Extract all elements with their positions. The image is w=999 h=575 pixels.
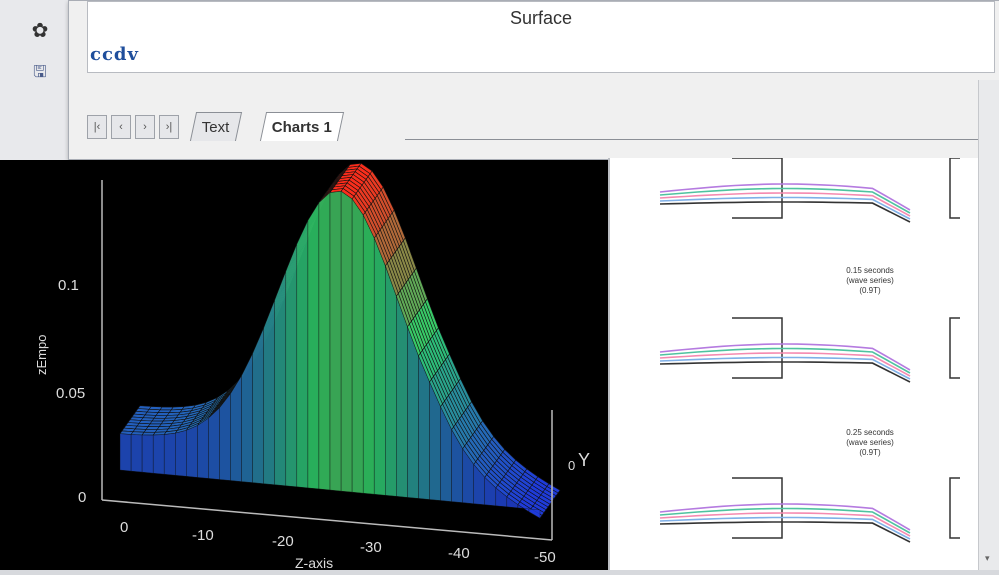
y-tick-0.05: 0.05 (56, 385, 85, 402)
x-tick-0: 0 (120, 519, 128, 536)
tab-charts-1-label: Charts 1 (271, 118, 332, 136)
thumbnail-label-2-line-1: (wave series) (846, 438, 894, 447)
thumbnail-series-line (659, 343, 911, 371)
save-glyph: 🖫 (33, 63, 47, 81)
thumbnail-series-line (659, 183, 911, 211)
tab-charts-1[interactable]: Charts 1 (259, 112, 345, 141)
chart-title-area: Surface ccdv (87, 1, 995, 73)
surface-front-cell (197, 417, 209, 479)
surface-front-cell (318, 192, 331, 491)
surface-front-cell (340, 190, 353, 493)
thumbnail-series-line (659, 512, 911, 537)
chart-window: Surface ccdv |‹ ‹ › ›| Text Charts 1 (68, 0, 999, 160)
depth-axis-label: Y (578, 450, 590, 470)
surface-front-cell (175, 430, 187, 477)
thumbnail-label-2: 0.25 seconds (wave series) (0.9T) (810, 428, 930, 458)
thumbnail-axis-bracket-right (949, 477, 960, 539)
surface-front-cell (186, 425, 198, 478)
surface-front-cell (141, 434, 154, 474)
plot-axes (101, 180, 553, 541)
surface-front-cell (407, 326, 419, 499)
first-tab-button[interactable]: |‹ (87, 115, 107, 139)
thumbnail-canvas (659, 157, 960, 543)
surface-front-cell (351, 198, 364, 494)
scroll-down-arrow-icon[interactable]: ▾ (985, 553, 990, 563)
surface-plot-canvas[interactable]: 0.1 0.05 0 0 -10 -20 -30 -40 -50 Z-axis … (0, 0, 608, 570)
surface-front-cell (230, 374, 242, 482)
surface-front-cell (528, 508, 541, 519)
tab-text[interactable]: Text (189, 112, 242, 141)
surface-front-cell (130, 434, 143, 473)
thumbnail-axis-bracket-right (949, 317, 960, 379)
surface-front-cell (285, 244, 297, 488)
thumbnail-series-line (659, 507, 911, 534)
x-axis-label: Z-axis (295, 555, 333, 570)
x-tick--30: -30 (360, 539, 382, 556)
thumbnail-axis-bracket-right (949, 157, 960, 219)
surface-front-cell (296, 220, 309, 489)
y-axis-label: zEmpo (34, 335, 49, 375)
thumbnail-pane[interactable]: 0.15 seconds (wave series) (0.9T) 0.25 s… (608, 157, 980, 570)
next-tab-button[interactable]: › (135, 115, 155, 139)
thumbnail-chart-1[interactable] (659, 317, 960, 383)
tab-baseline (405, 139, 993, 140)
surface-front-cell (274, 271, 286, 487)
gear-icon[interactable]: ✿ (24, 14, 56, 46)
thumbnail-series-line (659, 356, 911, 380)
x-tick--20: -20 (272, 533, 294, 550)
tab-bar: |‹ ‹ › ›| Text Charts 1 (87, 107, 993, 145)
surface-front-cell (374, 238, 386, 496)
surface-front-cell (219, 393, 231, 481)
thumbnail-label-2-line-2: (0.9T) (859, 448, 881, 457)
surface-front-cell (385, 265, 397, 497)
x-tick--10: -10 (192, 527, 214, 544)
brand-logo: ccdv (90, 44, 139, 65)
save-icon[interactable]: 🖫 (24, 58, 56, 90)
left-toolbar: ✿ 🖫 (0, 0, 71, 160)
surface-front-cell (329, 191, 342, 492)
surface-front-cell (252, 327, 264, 484)
thumbnail-label-2-line-0: 0.25 seconds (846, 428, 894, 437)
thumbnail-series-line (659, 201, 911, 223)
thumbnail-label-1: 0.15 seconds (wave series) (0.9T) (810, 266, 930, 296)
thumbnail-chart-0[interactable] (659, 157, 960, 223)
thumbnail-series-line (659, 187, 911, 214)
thumbnail-series-line (659, 192, 911, 217)
y-tick-0.1: 0.1 (58, 277, 79, 294)
thumbnail-series-line (659, 196, 911, 220)
thumbnail-series-line (659, 503, 911, 531)
thumbnail-series-line (659, 347, 911, 374)
thumbnail-label-1-line-2: (0.9T) (859, 286, 881, 295)
surface-front-cell (263, 300, 275, 485)
thumbnail-label-1-line-0: 0.15 seconds (846, 266, 894, 275)
surface-mesh (119, 162, 561, 519)
thumbnail-series-line (659, 516, 911, 540)
gear-glyph: ✿ (31, 19, 49, 42)
surface-front-cell (152, 434, 165, 475)
thumbnail-series-line (659, 352, 911, 377)
thumbnail-label-1-line-1: (wave series) (846, 276, 894, 285)
surface-front-cell (241, 353, 253, 483)
surface-front-cell (363, 215, 375, 495)
x-tick--50: -50 (534, 549, 556, 566)
depth-tick-0: 0 (568, 458, 575, 473)
surface-front-cell (396, 296, 408, 498)
thumbnail-series-line (659, 521, 911, 543)
thumbnail-chart-2[interactable] (659, 477, 960, 543)
vertical-scrollbar[interactable]: ▾ (978, 80, 999, 570)
surface-front-cell (119, 433, 132, 472)
surface-front-cell (208, 407, 220, 480)
x-tick--40: -40 (448, 545, 470, 562)
chart-title: Surface (509, 8, 573, 28)
prev-tab-button[interactable]: ‹ (111, 115, 131, 139)
y-tick-0: 0 (78, 489, 86, 506)
thumbnail-series-line (659, 361, 911, 383)
tab-text-label: Text (201, 118, 230, 136)
last-tab-button[interactable]: ›| (159, 115, 179, 139)
surface-front-cell (307, 201, 320, 490)
surface-front-cell (163, 432, 176, 476)
